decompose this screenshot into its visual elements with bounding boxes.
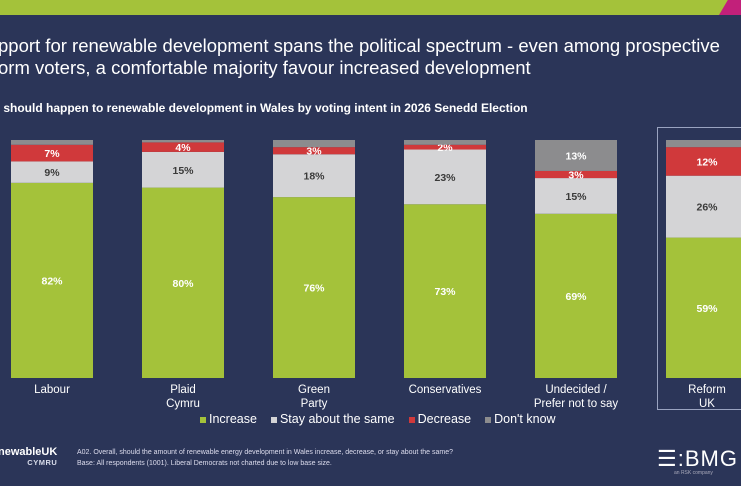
bar-segment-don-t-know bbox=[11, 140, 93, 145]
data-label: 9% bbox=[44, 167, 60, 179]
data-label: 3% bbox=[568, 170, 584, 182]
data-label: 12% bbox=[696, 156, 718, 168]
logo-subtext: CYMRU bbox=[27, 458, 58, 467]
legend-item: Stay about the same bbox=[270, 412, 395, 426]
legend-swatch bbox=[485, 416, 492, 423]
data-label: 15% bbox=[172, 165, 194, 177]
renewableuk-logo: newableUK CYMRU bbox=[0, 446, 57, 467]
legend-label: Don't know bbox=[494, 412, 556, 426]
bar-segment-don-t-know bbox=[142, 140, 224, 143]
legend-label: Stay about the same bbox=[279, 412, 395, 426]
legend: Increase Stay about the same Decrease Don't… bbox=[200, 412, 556, 426]
data-label: 59% bbox=[696, 303, 718, 315]
bar-segment-increase bbox=[142, 187, 224, 378]
logo-text: newableUK bbox=[0, 446, 58, 458]
bar-segment-decrease bbox=[535, 170, 617, 179]
bar-segment-don-t-know bbox=[273, 140, 355, 148]
bar-segment-stay-about-the-same bbox=[142, 151, 224, 188]
headline-line-2: orm voters, a comfortable majority favou… bbox=[0, 57, 531, 78]
footnote: A02. Overall, should the amount of renew… bbox=[77, 447, 453, 469]
category-label: Green Party bbox=[298, 384, 330, 410]
bar-segment-don-t-know bbox=[535, 140, 617, 171]
data-label: 26% bbox=[696, 202, 718, 214]
category-label: Undecided / Prefer not to say bbox=[533, 384, 619, 410]
legend-label: Increase bbox=[209, 412, 257, 426]
legend-swatch bbox=[200, 416, 206, 423]
data-label: 13% bbox=[565, 150, 587, 162]
data-label: 18% bbox=[303, 171, 325, 183]
bar-segment-stay-about-the-same bbox=[535, 178, 617, 214]
legend-swatch bbox=[270, 416, 277, 423]
top-accent-bar bbox=[0, 0, 741, 15]
data-label: 80% bbox=[172, 278, 194, 290]
bar-segment-increase bbox=[404, 204, 486, 378]
category-label: Labour bbox=[34, 384, 70, 396]
bar-segment-decrease bbox=[11, 144, 93, 162]
bar-segment-stay-about-the-same bbox=[404, 149, 486, 205]
legend-swatch bbox=[408, 416, 415, 423]
highlight-frame bbox=[657, 127, 741, 410]
category-label: Conservatives bbox=[408, 384, 482, 396]
legend-item: Decrease bbox=[408, 412, 472, 426]
headline-line-1: pport for renewable development spans th… bbox=[0, 35, 720, 56]
data-label: 69% bbox=[565, 291, 587, 303]
bar-segment-increase bbox=[666, 237, 741, 378]
chart-title: t should happen to renewable development… bbox=[0, 101, 528, 115]
brand-subtext: an RSK company bbox=[674, 470, 713, 476]
footnote-question: A02. Overall, should the amount of renew… bbox=[77, 449, 454, 456]
data-label: 7% bbox=[44, 148, 60, 160]
category-label: Reform UK bbox=[688, 384, 726, 410]
brand-text: BMG bbox=[684, 446, 738, 471]
bar-segment-don-t-know bbox=[404, 140, 486, 145]
data-label: 3% bbox=[306, 146, 322, 158]
legend-label: Decrease bbox=[417, 412, 472, 426]
footnote-base: Base: All respondents (1001). Liberal De… bbox=[77, 460, 332, 467]
bar-segment-decrease bbox=[142, 142, 224, 152]
data-label: 15% bbox=[565, 191, 587, 203]
bar-segment-stay-about-the-same bbox=[273, 154, 355, 198]
bar-segment-decrease bbox=[273, 147, 355, 155]
legend-item: Don't know bbox=[485, 412, 556, 426]
data-label: 73% bbox=[434, 286, 456, 298]
bar-segment-increase bbox=[273, 197, 355, 378]
data-label: 82% bbox=[41, 275, 63, 287]
bar-segment-don-t-know bbox=[666, 140, 741, 148]
data-label: 76% bbox=[303, 283, 325, 295]
bar-segment-increase bbox=[11, 182, 93, 378]
headline: pport for renewable development spans th… bbox=[0, 35, 720, 79]
bmg-logo: ☰:BMG an RSK company bbox=[657, 446, 738, 476]
bar-segment-stay-about-the-same bbox=[11, 161, 93, 183]
bar-segment-decrease bbox=[666, 147, 741, 176]
data-label: 4% bbox=[175, 142, 191, 154]
bar-segment-increase bbox=[535, 213, 617, 378]
data-label: 2% bbox=[437, 142, 453, 154]
bar-segment-decrease bbox=[404, 144, 486, 150]
data-label: 23% bbox=[434, 172, 456, 184]
legend-item: Increase bbox=[200, 412, 257, 426]
category-label: Plaid Cymru bbox=[166, 384, 200, 410]
bar-segment-stay-about-the-same bbox=[666, 175, 741, 238]
